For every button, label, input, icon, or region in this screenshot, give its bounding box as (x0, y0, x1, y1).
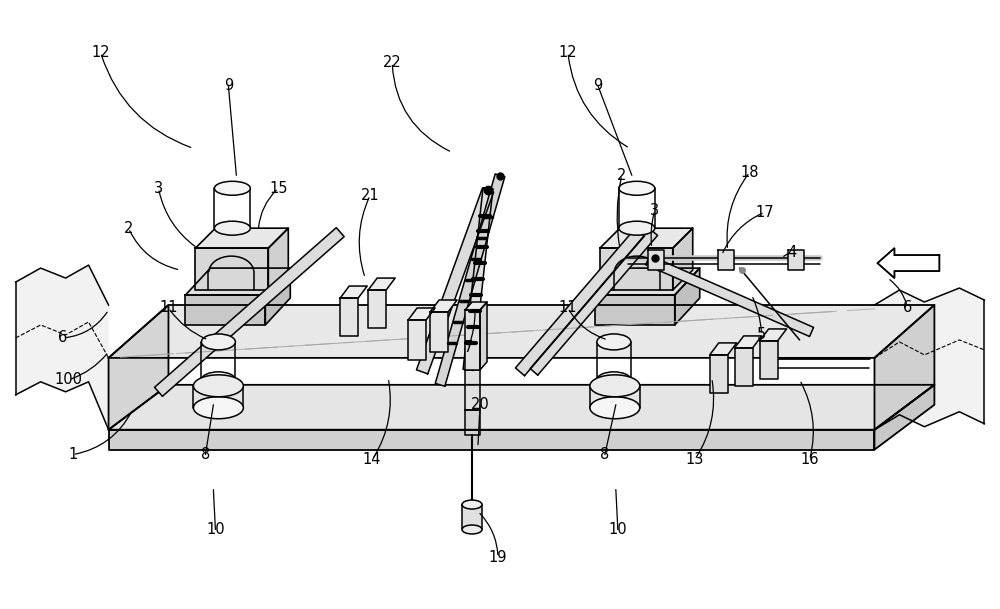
Polygon shape (877, 248, 939, 278)
Polygon shape (408, 308, 435, 320)
Polygon shape (435, 174, 505, 386)
Polygon shape (430, 300, 457, 312)
Polygon shape (265, 268, 290, 325)
Polygon shape (368, 290, 386, 328)
Polygon shape (195, 228, 288, 248)
Text: 8: 8 (600, 447, 609, 462)
Polygon shape (675, 268, 700, 325)
Ellipse shape (619, 221, 655, 235)
Ellipse shape (590, 375, 640, 397)
Polygon shape (109, 385, 934, 430)
Polygon shape (600, 228, 693, 248)
Polygon shape (710, 343, 737, 355)
Text: 19: 19 (489, 550, 507, 565)
Polygon shape (462, 504, 482, 529)
Polygon shape (874, 305, 934, 430)
Polygon shape (595, 268, 700, 295)
Polygon shape (368, 278, 395, 290)
Polygon shape (595, 295, 675, 325)
Text: 16: 16 (800, 452, 819, 467)
Polygon shape (735, 336, 762, 348)
Polygon shape (718, 250, 734, 270)
Polygon shape (480, 302, 487, 370)
Polygon shape (673, 228, 693, 290)
Polygon shape (735, 348, 753, 386)
Polygon shape (874, 385, 934, 449)
Polygon shape (16, 265, 109, 430)
Text: 11: 11 (159, 300, 178, 315)
Polygon shape (465, 302, 487, 310)
Text: 6: 6 (903, 300, 912, 315)
Polygon shape (109, 430, 874, 449)
Text: 5: 5 (757, 328, 766, 342)
Polygon shape (416, 188, 494, 374)
Text: 22: 22 (383, 55, 402, 70)
Text: 3: 3 (650, 203, 659, 217)
Polygon shape (600, 248, 673, 290)
Text: 11: 11 (559, 300, 577, 315)
Text: 20: 20 (471, 397, 489, 412)
Ellipse shape (619, 181, 655, 195)
Text: 14: 14 (363, 452, 381, 467)
Polygon shape (408, 320, 426, 360)
Text: 15: 15 (269, 181, 288, 195)
Text: 1: 1 (68, 447, 77, 462)
Text: 3: 3 (154, 181, 163, 195)
Polygon shape (788, 250, 804, 270)
Polygon shape (760, 329, 787, 341)
Polygon shape (648, 250, 664, 270)
Polygon shape (430, 312, 448, 352)
Polygon shape (465, 410, 480, 435)
Text: 21: 21 (361, 188, 379, 203)
Text: 10: 10 (206, 522, 225, 537)
Polygon shape (268, 228, 288, 290)
Polygon shape (710, 355, 728, 393)
Text: 2: 2 (124, 220, 133, 236)
Text: 13: 13 (686, 452, 704, 467)
Text: 9: 9 (224, 78, 233, 93)
Ellipse shape (214, 181, 250, 195)
Polygon shape (465, 370, 480, 410)
Ellipse shape (462, 500, 482, 509)
Text: 8: 8 (201, 447, 210, 462)
Text: 7: 7 (463, 340, 473, 356)
Text: 6: 6 (58, 331, 67, 345)
Polygon shape (530, 229, 658, 375)
Polygon shape (340, 298, 358, 336)
Polygon shape (646, 256, 814, 337)
Text: 10: 10 (609, 522, 627, 537)
Text: 12: 12 (559, 45, 577, 60)
Polygon shape (109, 305, 934, 358)
Ellipse shape (201, 372, 235, 388)
Text: 4: 4 (787, 245, 796, 259)
Ellipse shape (590, 397, 640, 419)
Polygon shape (463, 188, 493, 370)
Polygon shape (760, 341, 778, 379)
Polygon shape (340, 286, 367, 298)
Ellipse shape (201, 334, 235, 350)
Text: 18: 18 (740, 165, 759, 180)
Polygon shape (185, 295, 265, 325)
Polygon shape (155, 228, 344, 396)
Text: 9: 9 (593, 78, 602, 93)
Text: 2: 2 (617, 168, 627, 183)
Polygon shape (465, 310, 480, 370)
Text: 12: 12 (91, 45, 110, 60)
Text: 17: 17 (755, 205, 774, 220)
Polygon shape (195, 248, 268, 290)
Ellipse shape (193, 375, 243, 397)
Polygon shape (185, 268, 290, 295)
Polygon shape (109, 305, 168, 430)
Ellipse shape (597, 372, 631, 388)
Ellipse shape (462, 525, 482, 534)
Polygon shape (874, 288, 984, 430)
Ellipse shape (597, 334, 631, 350)
Ellipse shape (214, 221, 250, 235)
Ellipse shape (193, 397, 243, 419)
Text: 100: 100 (55, 372, 83, 387)
Polygon shape (515, 228, 644, 376)
